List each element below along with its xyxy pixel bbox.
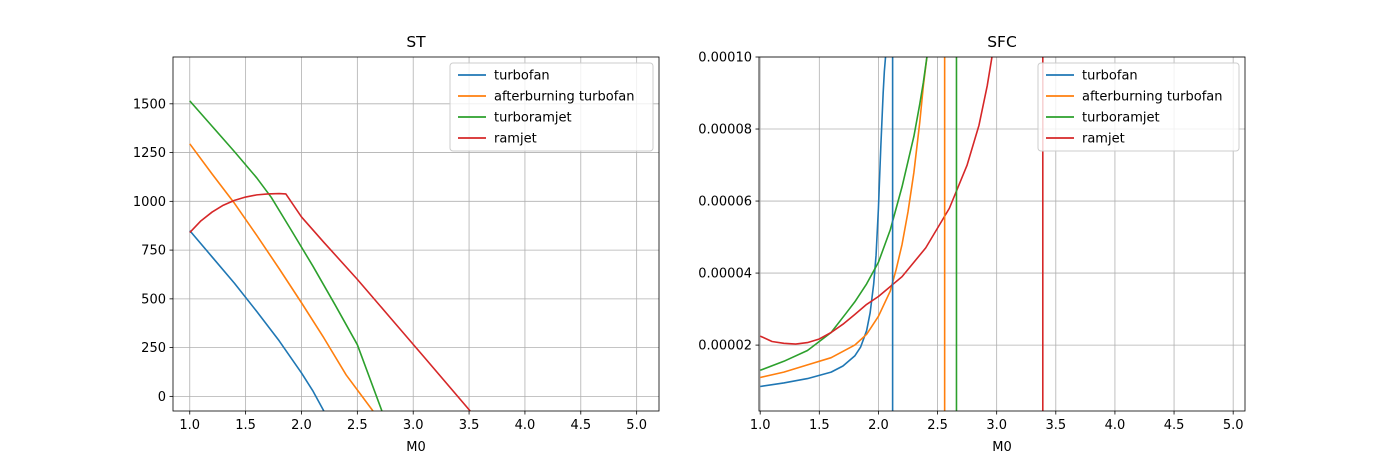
y-tick-label: 750: [141, 244, 166, 259]
legend-label: afterburning turbofan: [1082, 90, 1223, 105]
st-chart: 1.0 1.5 2.0 2.5 3.0 3.5 4.0 4.5 5.0 0 250 500 750 100…: [133, 33, 660, 455]
x-tick-label: 4.0: [515, 418, 536, 433]
y-tick-label: 0.00010: [698, 51, 752, 66]
legend: turbofan afterburning turbofan turboramjet…: [449, 62, 654, 152]
series-line-ramjet: [759, 57, 993, 345]
y-tick-label: 0.00004: [698, 267, 752, 282]
legend-label: turbofan: [494, 69, 550, 84]
x-tick-label: 3.5: [1045, 418, 1066, 433]
axes-frame: [758, 56, 1246, 412]
x-tick-label: 1.0: [750, 418, 771, 433]
x-tick-label: 4.5: [570, 418, 591, 433]
series-line-afterburning-turbofan: [760, 57, 928, 379]
legend: turbofan afterburning turbofan turboramjet…: [1037, 62, 1240, 152]
x-tick-label: 2.5: [347, 418, 368, 433]
x-tick-label: 1.5: [235, 418, 256, 433]
y-tick-label: 1000: [133, 195, 166, 210]
legend-label: turboramjet: [1082, 111, 1160, 126]
legend-label: turboramjet: [494, 111, 572, 126]
y-tick-label: 500: [141, 292, 166, 307]
legend-box: [449, 62, 654, 152]
series-line-ramjet: [189, 192, 471, 411]
x-tick-label: 2.0: [291, 418, 312, 433]
x-tick-label: 2.0: [868, 418, 889, 433]
legend-label: turbofan: [1082, 69, 1138, 84]
series-line-turboramjet: [189, 100, 383, 411]
x-tick-label: 5.0: [1223, 418, 1244, 433]
y-tick-label: 1500: [133, 97, 166, 112]
x-tick-label: 4.5: [1164, 418, 1185, 433]
x-tick-label: 3.5: [459, 418, 480, 433]
x-tick-label: 3.0: [986, 418, 1007, 433]
y-tick-label: 0.00008: [698, 123, 752, 138]
x-tick-label: 1.0: [179, 418, 200, 433]
axes-frame: [172, 56, 660, 412]
x-axis-label: M0: [406, 440, 426, 455]
y-tick-label: 0: [158, 390, 166, 405]
x-axis-label: M0: [992, 440, 1012, 455]
chart-title: ST: [406, 33, 426, 51]
y-tick-label: 0.00006: [698, 195, 752, 210]
x-tick-label: 2.5: [927, 418, 948, 433]
x-tick-label: 4.0: [1105, 418, 1126, 433]
x-tick-label: 3.0: [403, 418, 424, 433]
x-tick-label: 5.0: [626, 418, 647, 433]
series-line-turboramjet: [759, 57, 928, 372]
sfc-chart: 1.0 1.5 2.0 2.5 3.0 3.5 4.0 4.5 5.0 0.00002 0.0000…: [698, 33, 1246, 455]
series-line-turbofan: [189, 230, 325, 411]
y-tick-label: 250: [141, 341, 166, 356]
y-tick-label: 0.00002: [698, 339, 752, 354]
legend-label: afterburning turbofan: [494, 90, 635, 105]
chart-title: SFC: [987, 33, 1017, 51]
series-group: [759, 57, 1044, 411]
y-tick-label: 1250: [133, 146, 166, 161]
series-line-afterburning-turbofan: [189, 143, 374, 411]
legend-box: [1037, 62, 1240, 152]
series-line-turbofan: [760, 57, 887, 388]
x-tick-label: 1.5: [809, 418, 830, 433]
legend-label: ramjet: [494, 132, 537, 147]
legend-label: ramjet: [1082, 132, 1125, 147]
series-group: [189, 100, 471, 411]
